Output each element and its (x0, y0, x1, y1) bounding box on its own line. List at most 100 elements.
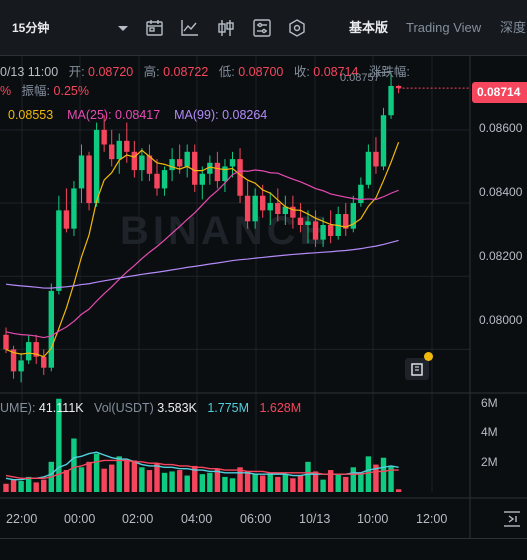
volume-bar (199, 474, 205, 492)
candle-date: 0/13 11:00 (0, 65, 59, 79)
volume-bar (335, 474, 341, 492)
tab-basic[interactable]: 基本版 (349, 20, 389, 35)
candle-body (320, 225, 326, 240)
volume-bar (33, 482, 39, 492)
volume-bar (320, 479, 326, 492)
candle-body (78, 155, 85, 189)
candle-body (373, 151, 379, 167)
candle-body (297, 217, 304, 225)
volume-info: UME): 41.111K Vol(USDT) 3.583K 1.775M 1.… (0, 401, 301, 415)
candlestick-icon[interactable] (215, 17, 237, 39)
volume-bar (192, 465, 198, 492)
volume-bar (10, 479, 17, 492)
volume-bar (3, 483, 9, 492)
candle-body (380, 115, 387, 167)
candle-body (71, 188, 77, 229)
volume-axis-label: 4M (481, 425, 498, 439)
volume-bar (222, 476, 228, 492)
time-axis-label: 02:00 (122, 512, 154, 526)
ma99-label: MA(99): (174, 108, 219, 122)
candle-body (237, 159, 243, 196)
volume-bar (184, 475, 190, 492)
volume-bar (267, 472, 273, 492)
close-label: 收: (293, 65, 310, 79)
interval-selector[interactable]: 15分钟 (12, 18, 49, 38)
amplitude-info: % 振幅: 0.25% (0, 80, 89, 99)
volume-bar (260, 475, 266, 492)
candle-body (207, 162, 213, 174)
volume-bar (282, 474, 289, 492)
candle-body (124, 140, 130, 152)
marker-toggle-button[interactable] (405, 352, 433, 380)
candle-body (365, 151, 372, 185)
candle-body (350, 203, 356, 229)
volume-usdt-value: 3.583K (157, 401, 197, 415)
candle-body (146, 155, 153, 174)
volume-bar (327, 470, 334, 492)
ma7-line (5, 141, 400, 358)
volume-usdt-label: Vol(USDT) (94, 401, 154, 415)
volume-ma-line (5, 459, 399, 479)
candle-body (290, 206, 296, 218)
candle-body (41, 356, 47, 368)
candle-body (48, 290, 54, 368)
volume-bar (41, 479, 47, 492)
ma99-line (5, 239, 399, 289)
candle-body (222, 166, 228, 182)
volume-bar (229, 478, 236, 492)
price-axis-label: 0.08400 (479, 185, 523, 199)
candle-body (86, 155, 92, 204)
volume-bar (109, 464, 115, 492)
candle-body (282, 206, 289, 215)
footer-bar (0, 538, 527, 560)
volume-bar (343, 476, 349, 492)
volume-bar (154, 463, 160, 492)
candle-body (229, 159, 236, 167)
volume-bar (244, 471, 251, 492)
ma25-line (5, 169, 399, 339)
scroll-to-latest-button[interactable] (500, 509, 524, 529)
volume-label: UME): (0, 401, 36, 415)
candle-body (10, 349, 17, 372)
volume-bar (214, 468, 221, 492)
volume-bar (56, 398, 62, 492)
ohlc-info: 0/13 11:00 开: 0.08720 高: 0.08722 低: 0.08… (0, 61, 410, 80)
volume-value: 41.111K (38, 401, 84, 415)
volume-bar (161, 472, 168, 492)
volume-bar (358, 472, 364, 492)
line-chart-icon[interactable] (179, 17, 201, 39)
candle-body (154, 173, 160, 189)
volume-bar (176, 470, 183, 492)
candle-body (176, 159, 183, 167)
candle-body (244, 195, 251, 222)
settings-sliders-icon[interactable] (251, 17, 273, 39)
candle-body (252, 195, 258, 222)
time-axis-label: 00:00 (64, 512, 96, 526)
watermark-text: BINANCE (120, 209, 330, 253)
volume-bar (365, 456, 372, 492)
chart-toolbar: 15分钟 基本版 Trading View 深度 (0, 0, 527, 56)
price-axis-label: 0.08600 (479, 121, 523, 135)
time-axis-label: 12:00 (416, 512, 448, 526)
notification-dot (424, 352, 433, 361)
candle-body (33, 342, 39, 357)
ma25-label: MA(25): (67, 108, 112, 122)
chevron-down-icon[interactable] (112, 17, 134, 39)
volume-axis-label: 6M (481, 396, 498, 410)
volume-bar (86, 461, 92, 492)
candle-body (116, 140, 122, 160)
change-pct-value: % (0, 84, 12, 98)
high-value: 0.08722 (163, 65, 209, 79)
ma99-value: 0.08264 (222, 108, 268, 122)
candlestick-chart[interactable]: BINANCE (0, 56, 527, 538)
indicator-hexagon-icon[interactable] (286, 17, 308, 39)
time-axis-label: 22:00 (6, 512, 38, 526)
tab-tradingview[interactable]: Trading View (406, 20, 482, 35)
amplitude-label: 振幅: (21, 84, 51, 98)
ma-info: 0.08553 MA(25): 0.08417 MA(99): 0.08264 (8, 108, 267, 122)
calendar-icon[interactable] (144, 17, 166, 39)
candle-body (25, 342, 32, 361)
volume-bar (290, 478, 296, 492)
candle-body (267, 203, 273, 211)
tab-depth[interactable]: 深度 (500, 20, 527, 35)
